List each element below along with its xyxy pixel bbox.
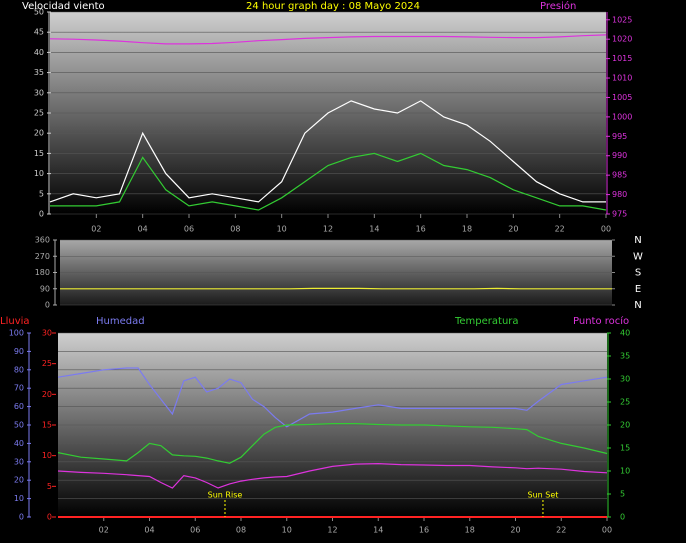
rain-tick-label: 20 [42,390,52,399]
y2-tick-label: 10 [620,467,630,476]
series-line [57,423,608,464]
x-tick-label: 14 [369,225,379,234]
rain-tick-label: 0 [47,513,52,522]
x-tick-label: 02 [99,526,109,535]
y2-tick-label: 20 [620,421,630,430]
y2-tick-label: 1010 [612,74,632,83]
y-tick-label: 50 [34,8,44,17]
x-tick-label: 14 [373,526,383,535]
y2-tick-label: 985 [612,171,627,180]
x-tick-label: 18 [465,526,475,535]
series-line [50,152,607,211]
y2-tick-label: 1005 [612,93,632,102]
y-tick-label: 100 [9,329,24,338]
y-tick-label: 20 [14,476,24,485]
y2-tick-label: S [635,268,641,279]
legend-label: Temperatura [454,316,519,327]
x-tick-label: 18 [462,225,472,234]
x-tick-label: 10 [282,526,292,535]
x-tick-label: 16 [416,225,426,234]
x-tick-label: 08 [230,225,240,234]
y-tick-label: 10 [14,494,24,503]
x-tick-label: 16 [419,526,429,535]
y2-tick-label: 35 [620,352,630,361]
series-line [57,462,608,489]
y-tick-label: 0 [45,301,50,310]
y2-tick-label: 40 [620,329,630,338]
y-tick-label: 30 [34,88,44,97]
x-tick-label: 12 [323,225,333,234]
y-tick-label: 40 [34,48,44,57]
y2-tick-label: 15 [620,444,630,453]
y-tick-label: 180 [35,268,50,277]
rain-tick-label: 5 [47,482,52,491]
legend-label: Lluvia [0,316,30,327]
y2-tick-label: N [634,300,641,311]
y-tick-label: 50 [14,421,24,430]
x-tick-label: 06 [184,225,194,234]
x-tick-label: 20 [508,225,518,234]
series-line [49,34,607,45]
legend-label: Humedad [96,316,145,327]
rain-tick-label: 10 [42,451,52,460]
y-tick-label: 80 [14,365,24,374]
x-tick-label: 22 [555,225,565,234]
y-tick-label: 20 [34,129,44,138]
y2-tick-label: 980 [612,190,627,199]
y2-tick-label: 990 [612,151,627,160]
x-tick-label: 06 [190,526,200,535]
x-tick-label: 04 [144,526,154,535]
x-tick-label: 00 [601,225,611,234]
y-tick-label: 90 [40,284,50,293]
y2-tick-label: 5 [620,490,625,499]
y2-tick-label: E [635,284,641,295]
y2-tick-label: 1020 [612,35,632,44]
x-tick-label: 10 [277,225,287,234]
y2-tick-label: 0 [620,513,625,522]
y-tick-label: 0 [19,513,24,522]
y2-tick-label: 1025 [612,15,632,24]
y-axis-label: Velocidad viento [22,1,105,12]
x-tick-label: 00 [602,526,612,535]
y-tick-label: 5 [39,189,44,198]
y-tick-label: 360 [35,236,50,245]
annotation-label: Sun Rise [208,491,243,500]
y-tick-label: 60 [14,402,24,411]
rain-tick-label: 30 [42,329,52,338]
y2-axis-label: Presión [540,0,576,12]
y-tick-label: 40 [14,439,24,448]
annotation-label: Sun Set [527,491,558,500]
y2-tick-label: N [634,235,641,246]
y-tick-label: 270 [35,252,50,261]
y-tick-label: 30 [14,457,24,466]
x-tick-label: 12 [327,526,337,535]
y-tick-label: 10 [34,169,44,178]
x-tick-label: 20 [510,526,520,535]
series-line [57,367,608,428]
y2-tick-label: 1015 [612,54,632,63]
y-tick-label: 0 [39,210,44,219]
y-tick-label: 70 [14,384,24,393]
x-tick-label: 02 [91,225,101,234]
x-tick-label: 04 [138,225,148,234]
x-tick-label: 08 [236,526,246,535]
y2-tick-label: 30 [620,375,630,384]
y-tick-label: 35 [34,68,44,77]
y2-tick-label: 975 [612,210,627,219]
series-line [49,100,606,203]
rain-tick-label: 15 [42,421,52,430]
rain-tick-label: 25 [42,359,52,368]
chart-title: 24 hour graph day : 08 Mayo 2024 [246,1,420,12]
x-tick-label: 22 [556,526,566,535]
y-tick-label: 25 [34,109,44,118]
legend-label: Punto rocío [573,315,629,327]
y2-tick-label: 995 [612,132,627,141]
y2-tick-label: 25 [620,398,630,407]
y2-tick-label: 1000 [612,112,632,121]
y-tick-label: 45 [34,28,44,37]
y-tick-label: 15 [34,149,44,158]
y2-tick-label: W [633,251,643,262]
y-tick-label: 90 [14,347,24,356]
